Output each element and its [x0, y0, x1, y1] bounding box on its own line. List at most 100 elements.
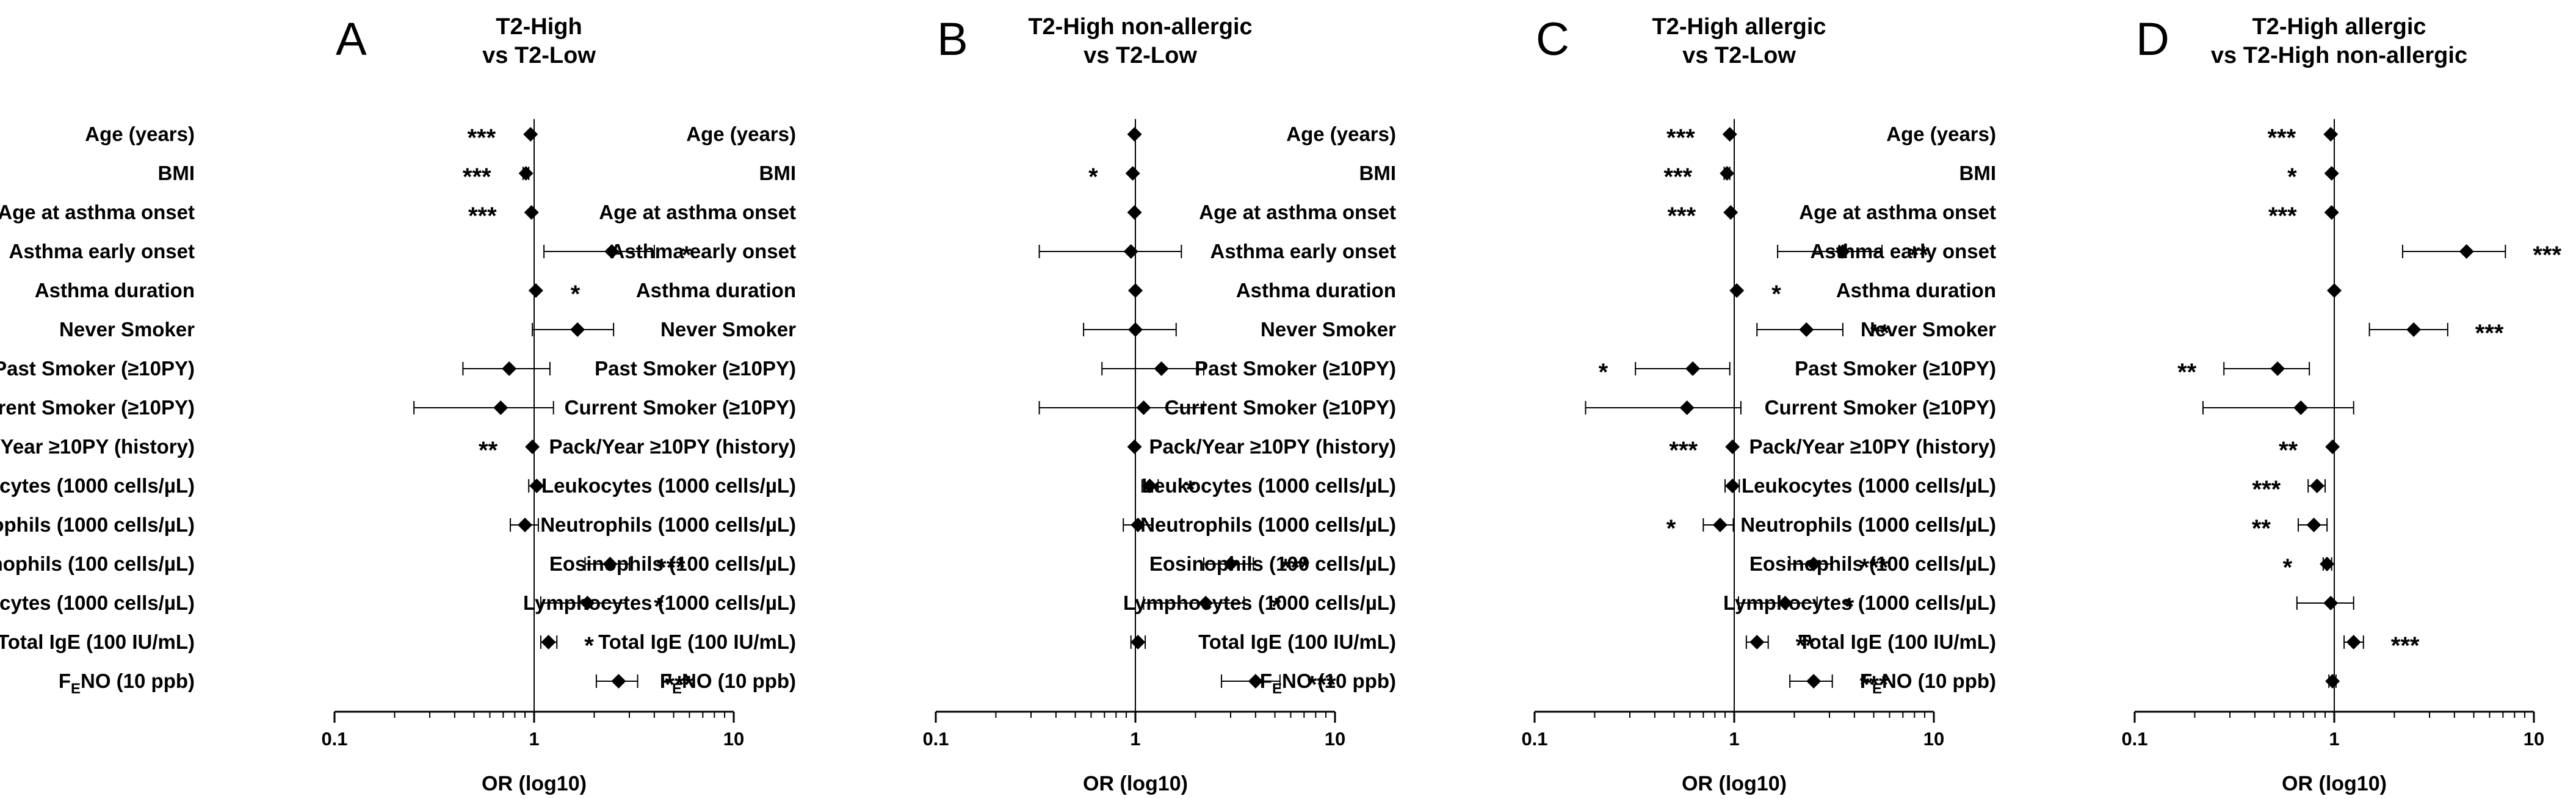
significance-label: ***: [1281, 554, 1309, 581]
significance-label: *: [1272, 593, 1281, 620]
odds-ratio-point: [1127, 205, 1142, 220]
significance-label: **: [2177, 359, 2197, 386]
row-label: Eosinophils (100 cells/µL): [1749, 552, 1996, 575]
odds-ratio-point: [1679, 400, 1695, 415]
row-label: Lymphocytes (1000 cells/µL): [1723, 591, 1996, 614]
odds-ratio-point: [604, 244, 620, 259]
significance-label: *: [1185, 476, 1195, 503]
row-label: Asthma duration: [1236, 279, 1396, 302]
odds-ratio-point: [1729, 283, 1745, 298]
x-axis-label: OR (log10): [1682, 772, 1787, 795]
odds-ratio-point: [493, 400, 508, 415]
x-tick-label: 1: [529, 728, 539, 750]
row-label: Age at asthma onset: [599, 201, 796, 223]
significance-label: *: [654, 593, 664, 620]
odds-ratio-point: [2327, 283, 2342, 298]
x-tick-label: 0.1: [2121, 728, 2147, 750]
row-label: Eosinophils (100 cells/µL): [549, 552, 796, 575]
row-label: Asthma early onset: [1210, 240, 1396, 262]
odds-ratio-point: [1128, 322, 1143, 337]
odds-ratio-point: [2293, 400, 2309, 415]
row-label: Total IgE (100 IU/mL): [0, 631, 195, 653]
row-label: Age at asthma onset: [1199, 201, 1396, 223]
significance-label: ***: [1666, 125, 1695, 151]
odds-ratio-point: [1125, 166, 1140, 181]
odds-ratio-point: [2309, 479, 2325, 493]
significance-label: ***: [2252, 476, 2281, 503]
odds-ratio-point: [518, 166, 534, 181]
odds-ratio-point: [1131, 518, 1146, 532]
panel-letter-a: A: [336, 13, 367, 65]
row-label: Age (years): [1286, 123, 1396, 145]
x-tick-label: 10: [1923, 728, 1944, 750]
row-label: Leukocytes (1000 cells/µL): [1742, 474, 1996, 497]
odds-ratio-point: [1198, 596, 1214, 610]
odds-ratio-point: [525, 439, 540, 454]
panel-title-line2: vs T2-Low: [482, 43, 596, 68]
row-label: BMI: [158, 162, 195, 184]
significance-label: ***: [1860, 671, 1889, 698]
significance-label: ***: [1667, 203, 1696, 230]
odds-ratio-point: [541, 635, 556, 649]
significance-label: ***: [2533, 242, 2561, 269]
odds-ratio-point: [2346, 635, 2361, 649]
odds-ratio-point: [1725, 439, 1740, 454]
significance-label: *: [1845, 593, 1854, 620]
row-label: Age at asthma onset: [1799, 201, 1996, 223]
x-tick-label: 1: [1130, 728, 1140, 750]
odds-ratio-point: [1123, 244, 1138, 259]
row-label: Neutrophils (1000 cells/µL): [0, 513, 195, 536]
odds-ratio-point: [1835, 244, 1850, 259]
x-tick-label: 10: [2524, 728, 2544, 750]
x-tick-label: 10: [1325, 728, 1345, 750]
significance-label: *: [1599, 359, 1608, 386]
odds-ratio-point: [1720, 166, 1735, 181]
significance-label: *: [1088, 164, 1098, 190]
significance-label: *: [2287, 164, 2297, 190]
x-tick-label: 0.1: [1521, 728, 1547, 750]
odds-ratio-point: [1722, 127, 1737, 142]
significance-label: ***: [1669, 437, 1698, 464]
row-label: Asthma early onset: [1811, 240, 1996, 262]
odds-ratio-point: [2406, 322, 2422, 337]
odds-ratio-point: [1806, 557, 1822, 571]
row-label: Pack/Year ≥10PY (history): [1749, 435, 1996, 458]
significance-label: **: [1870, 320, 1890, 347]
x-tick-label: 0.1: [321, 728, 347, 750]
row-label: Eosinophils (100 cells/µL): [1149, 552, 1396, 575]
row-label: Never Smoker: [1861, 318, 1996, 341]
odds-ratio-point: [523, 127, 538, 142]
row-label: Total IgE (100 IU/mL): [1198, 631, 1396, 653]
odds-ratio-point: [2325, 439, 2340, 454]
odds-ratio-point: [524, 205, 539, 220]
significance-label: **: [1796, 632, 1815, 659]
row-label: FENO (10 ppb): [1860, 670, 1996, 697]
panel-title-line1: T2-High allergic: [2252, 14, 2426, 40]
panel-title-line1: T2-High allergic: [1652, 14, 1826, 40]
row-label: Pack/Year ≥10PY (history): [549, 435, 796, 458]
row-label: Neutrophils (1000 cells/µL): [1140, 513, 1396, 536]
row-label: Lymphocytes (1000 cells/µL): [1123, 591, 1396, 614]
odds-ratio-point: [1128, 283, 1143, 298]
row-label: BMI: [1359, 162, 1397, 184]
odds-ratio-point: [2324, 205, 2339, 220]
row-label: Neutrophils (1000 cells/µL): [540, 513, 796, 536]
row-label: Eosinophils (100 cells/µL): [0, 552, 195, 575]
row-label: Asthma duration: [1836, 279, 1996, 302]
row-label: FENO (10 ppb): [59, 670, 195, 697]
row-label: Total IgE (100 IU/mL): [1798, 631, 1996, 653]
odds-ratio-point: [2324, 166, 2339, 181]
row-label: Lymphocytes (1000 cells/µL): [0, 591, 195, 614]
row-label: Leukocytes (1000 cells/µL): [0, 474, 195, 497]
panel-title-line2: vs T2-Low: [1084, 43, 1197, 68]
significance-label: *: [2283, 554, 2293, 581]
odds-ratio-point: [2325, 674, 2340, 689]
significance-label: *: [1771, 281, 1781, 308]
x-tick-label: 1: [1729, 728, 1739, 750]
odds-ratio-point: [1131, 635, 1146, 649]
row-label: Asthma duration: [636, 279, 796, 302]
odds-ratio-point: [1223, 557, 1239, 571]
row-label: Asthma duration: [35, 279, 195, 302]
panel-title-line1: T2-High non-allergic: [1028, 14, 1252, 40]
